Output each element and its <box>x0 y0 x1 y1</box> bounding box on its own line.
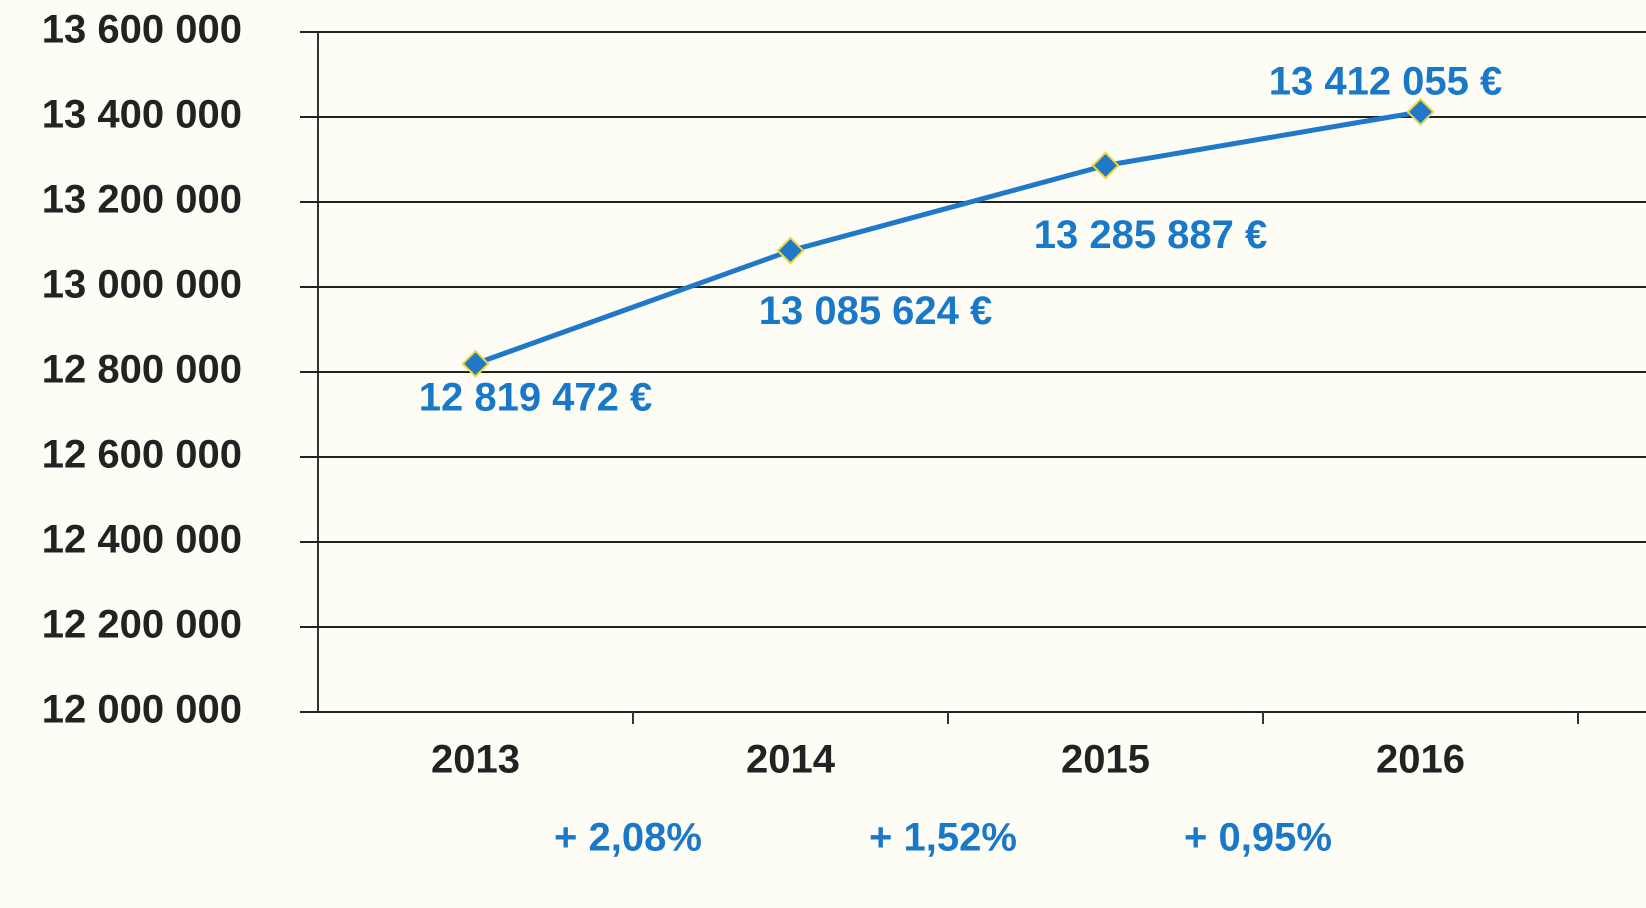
x-tick-label: 2016 <box>1376 738 1465 782</box>
y-tick-label: 12 600 000 <box>42 433 242 477</box>
value-label: 12 819 472 € <box>419 375 653 419</box>
y-tick-label: 12 800 000 <box>42 348 242 392</box>
value-label: 13 085 624 € <box>759 289 993 333</box>
y-tick-label: 12 200 000 <box>42 603 242 647</box>
x-tick-label: 2014 <box>746 738 836 782</box>
marker <box>776 236 805 265</box>
value-label: 13 412 055 € <box>1269 59 1503 103</box>
marker <box>461 349 490 378</box>
y-tick-label: 13 200 000 <box>42 178 242 222</box>
y-tick-label: 13 600 000 <box>42 8 242 52</box>
y-tick-label: 12 400 000 <box>42 518 242 562</box>
marker <box>1406 97 1435 127</box>
annotation: + 0,95% <box>1184 816 1332 860</box>
y-tick-label: 13 400 000 <box>42 93 242 137</box>
x-tick-label: 2015 <box>1061 738 1150 782</box>
value-label: 13 285 887 € <box>1034 213 1268 257</box>
annotation: + 2,08% <box>554 816 702 860</box>
y-tick-label: 13 000 000 <box>42 263 242 307</box>
line <box>474 109 1421 367</box>
annotation: + 1,52% <box>869 816 1017 860</box>
marker <box>1091 151 1120 180</box>
y-tick-label: 12 000 000 <box>42 688 242 732</box>
x-tick-label: 2013 <box>431 738 520 782</box>
